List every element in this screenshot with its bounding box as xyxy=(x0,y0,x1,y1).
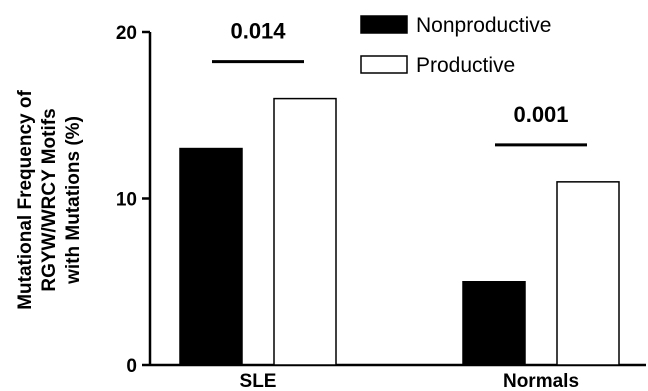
y-tick-label: 0 xyxy=(126,356,137,377)
legend-swatch-nonproductive xyxy=(360,15,408,34)
y-tick-label: 20 xyxy=(116,23,137,44)
y-tick-label: 10 xyxy=(116,190,137,211)
bar-normals-productive xyxy=(556,181,620,366)
p-value-label-normals: 0.001 xyxy=(513,102,568,127)
y-axis-label-line-2: RGYW/WRCY Motifs xyxy=(39,108,60,291)
y-axis-label: Mutational Frequency of RGYW/WRCY Motifs… xyxy=(15,90,84,310)
bar-sle-productive xyxy=(273,97,337,366)
y-axis-label-line-1: Mutational Frequency of xyxy=(15,90,36,310)
significance-annotations: 0.014 0.001 xyxy=(212,19,587,147)
p-value-label-sle: 0.014 xyxy=(230,19,286,44)
legend-label-nonproductive: Nonproductive xyxy=(416,14,551,37)
bar-sle-nonproductive xyxy=(179,147,243,366)
bars: SLE Normals xyxy=(179,97,620,391)
legend: Nonproductive Productive xyxy=(360,14,551,77)
legend-label-productive: Productive xyxy=(416,54,515,77)
y-axis-label-line-3: with Mutations (%) xyxy=(63,116,84,285)
bar-normals-nonproductive xyxy=(462,281,526,366)
legend-swatch-productive xyxy=(360,55,408,74)
x-tick-label-sle: SLE xyxy=(240,371,277,391)
x-tick-label-normals: Normals xyxy=(503,371,579,391)
